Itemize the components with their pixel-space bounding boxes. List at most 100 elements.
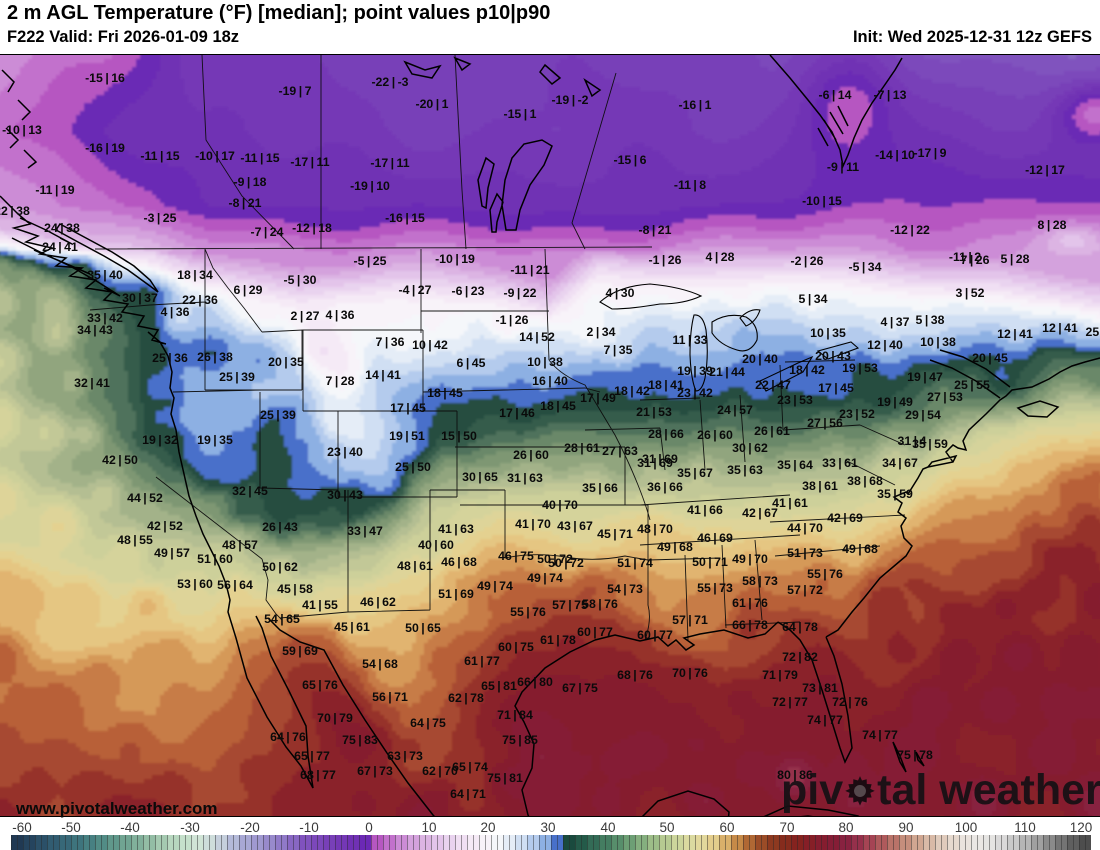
- svg-text:25 | 36: 25 | 36: [152, 351, 188, 365]
- svg-text:54 | 73: 54 | 73: [607, 582, 643, 596]
- svg-text:45 | 71: 45 | 71: [597, 527, 633, 541]
- svg-text:21 | 53: 21 | 53: [636, 405, 672, 419]
- svg-text:-5 | 34: -5 | 34: [849, 260, 882, 274]
- svg-text:18 | 41: 18 | 41: [648, 378, 684, 392]
- svg-text:12 | 41: 12 | 41: [997, 327, 1033, 341]
- svg-text:-16 | 1: -16 | 1: [679, 98, 712, 112]
- svg-text:46 | 75: 46 | 75: [498, 549, 534, 563]
- svg-text:59 | 69: 59 | 69: [282, 644, 318, 658]
- svg-text:5 | 38: 5 | 38: [916, 313, 945, 327]
- svg-text:7 | 35: 7 | 35: [604, 343, 633, 357]
- svg-text:20 | 40: 20 | 40: [742, 352, 778, 366]
- svg-text:-1 | 26: -1 | 26: [649, 253, 682, 267]
- svg-text:10 | 38: 10 | 38: [527, 355, 563, 369]
- svg-text:-19 | -2: -19 | -2: [551, 93, 588, 107]
- svg-text:72 | 76: 72 | 76: [832, 695, 868, 709]
- svg-text:35 | 64: 35 | 64: [777, 458, 813, 472]
- svg-text:-14 | 10: -14 | 10: [875, 148, 915, 162]
- svg-text:4 | 36: 4 | 36: [161, 305, 190, 319]
- svg-text:5 | 34: 5 | 34: [799, 292, 828, 306]
- svg-text:33 | 42: 33 | 42: [87, 311, 123, 325]
- svg-text:31 | 63: 31 | 63: [507, 471, 543, 485]
- svg-text:2 | 27: 2 | 27: [291, 309, 320, 323]
- svg-text:24 | 57: 24 | 57: [717, 403, 753, 417]
- svg-text:12 | 41: 12 | 41: [1042, 321, 1078, 335]
- svg-text:-11 | 8: -11 | 8: [674, 178, 706, 192]
- svg-text:31 | 69: 31 | 69: [637, 456, 673, 470]
- svg-text:-9 | 18: -9 | 18: [234, 175, 267, 189]
- svg-text:32 | 45: 32 | 45: [232, 484, 268, 498]
- svg-text:44 | 70: 44 | 70: [787, 521, 823, 535]
- svg-text:50 | 72: 50 | 72: [548, 556, 584, 570]
- svg-text:62 | 70: 62 | 70: [422, 764, 458, 778]
- svg-text:-9 | 22: -9 | 22: [504, 286, 537, 300]
- svg-text:26 | 38: 26 | 38: [197, 350, 233, 364]
- svg-text:57 | 72: 57 | 72: [787, 583, 823, 597]
- svg-text:72 | 82: 72 | 82: [782, 650, 818, 664]
- svg-text:49 | 68: 49 | 68: [657, 540, 693, 554]
- svg-text:22 | 38: 22 | 38: [0, 204, 30, 218]
- svg-text:65 | 76: 65 | 76: [302, 678, 338, 692]
- svg-text:8 | 28: 8 | 28: [1038, 218, 1067, 232]
- svg-text:14 | 41: 14 | 41: [365, 368, 401, 382]
- svg-text:-16 | 15: -16 | 15: [385, 211, 425, 225]
- svg-text:42 | 52: 42 | 52: [147, 519, 183, 533]
- svg-text:19 | 53: 19 | 53: [842, 361, 878, 375]
- svg-text:23 | 53: 23 | 53: [777, 393, 813, 407]
- svg-text:62 | 78: 62 | 78: [448, 691, 484, 705]
- svg-text:64 | 76: 64 | 76: [270, 730, 306, 744]
- svg-text:-19 | 7: -19 | 7: [279, 84, 312, 98]
- svg-text:58 | 73: 58 | 73: [742, 574, 778, 588]
- svg-text:65 | 77: 65 | 77: [294, 749, 330, 763]
- svg-text:68 | 76: 68 | 76: [617, 668, 653, 682]
- svg-text:10 | 42: 10 | 42: [412, 338, 448, 352]
- svg-text:-17 | 9: -17 | 9: [914, 146, 947, 160]
- svg-text:31 | 4: 31 | 4: [898, 434, 927, 448]
- svg-text:35 | 59: 35 | 59: [877, 487, 913, 501]
- svg-text:70 | 79: 70 | 79: [317, 711, 353, 725]
- svg-text:5 | 28: 5 | 28: [1001, 252, 1030, 266]
- svg-text:7 | 28: 7 | 28: [326, 374, 355, 388]
- svg-text:-7 | 24: -7 | 24: [251, 225, 284, 239]
- svg-text:4 | 37: 4 | 37: [881, 315, 910, 329]
- svg-text:-12 | 18: -12 | 18: [292, 221, 332, 235]
- svg-text:60 | 77: 60 | 77: [577, 625, 613, 639]
- svg-text:-3 | 25: -3 | 25: [144, 211, 177, 225]
- svg-text:6 | 45: 6 | 45: [457, 356, 486, 370]
- svg-text:-6 | 23: -6 | 23: [452, 284, 485, 298]
- svg-text:22 | 36: 22 | 36: [182, 293, 218, 307]
- svg-text:6 | 29: 6 | 29: [234, 283, 263, 297]
- svg-text:42 | 50: 42 | 50: [102, 453, 138, 467]
- svg-text:25 | 39: 25 | 39: [260, 408, 296, 422]
- svg-text:57 | 75: 57 | 75: [552, 598, 588, 612]
- svg-text:17 | 45: 17 | 45: [818, 381, 854, 395]
- svg-text:40 | 60: 40 | 60: [418, 538, 454, 552]
- svg-text:41 | 66: 41 | 66: [687, 503, 723, 517]
- svg-text:10 | 35: 10 | 35: [810, 326, 846, 340]
- svg-text:-5 | 30: -5 | 30: [284, 273, 317, 287]
- svg-text:-2 | 26: -2 | 26: [791, 254, 824, 268]
- svg-text:26 | 60: 26 | 60: [513, 448, 549, 462]
- svg-text:24 | 38: 24 | 38: [44, 221, 80, 235]
- svg-text:49 | 74: 49 | 74: [477, 579, 513, 593]
- svg-text:35 | 63: 35 | 63: [727, 463, 763, 477]
- svg-text:26 | 60: 26 | 60: [697, 428, 733, 442]
- svg-text:-8 | 21: -8 | 21: [639, 223, 672, 237]
- svg-text:26 | 43: 26 | 43: [262, 520, 298, 534]
- svg-text:19 | 49: 19 | 49: [877, 395, 913, 409]
- svg-text:-8 | 21: -8 | 21: [229, 196, 262, 210]
- svg-text:17 | 46: 17 | 46: [499, 406, 535, 420]
- svg-text:61 | 78: 61 | 78: [540, 633, 576, 647]
- svg-text:28 | 61: 28 | 61: [564, 441, 600, 455]
- svg-text:-15 | 6: -15 | 6: [614, 153, 647, 167]
- svg-text:31 | 69: 31 | 69: [642, 452, 678, 466]
- svg-text:-17 | 11: -17 | 11: [290, 155, 329, 169]
- svg-text:38 | 61: 38 | 61: [802, 479, 838, 493]
- svg-text:34 | 67: 34 | 67: [882, 456, 918, 470]
- svg-text:18 | 45: 18 | 45: [540, 399, 576, 413]
- svg-text:51 | 73: 51 | 73: [787, 546, 823, 560]
- svg-text:32 | 41: 32 | 41: [74, 376, 110, 390]
- svg-text:56 | 64: 56 | 64: [217, 578, 253, 592]
- svg-text:41 | 63: 41 | 63: [438, 522, 474, 536]
- svg-text:64 | 75: 64 | 75: [410, 716, 446, 730]
